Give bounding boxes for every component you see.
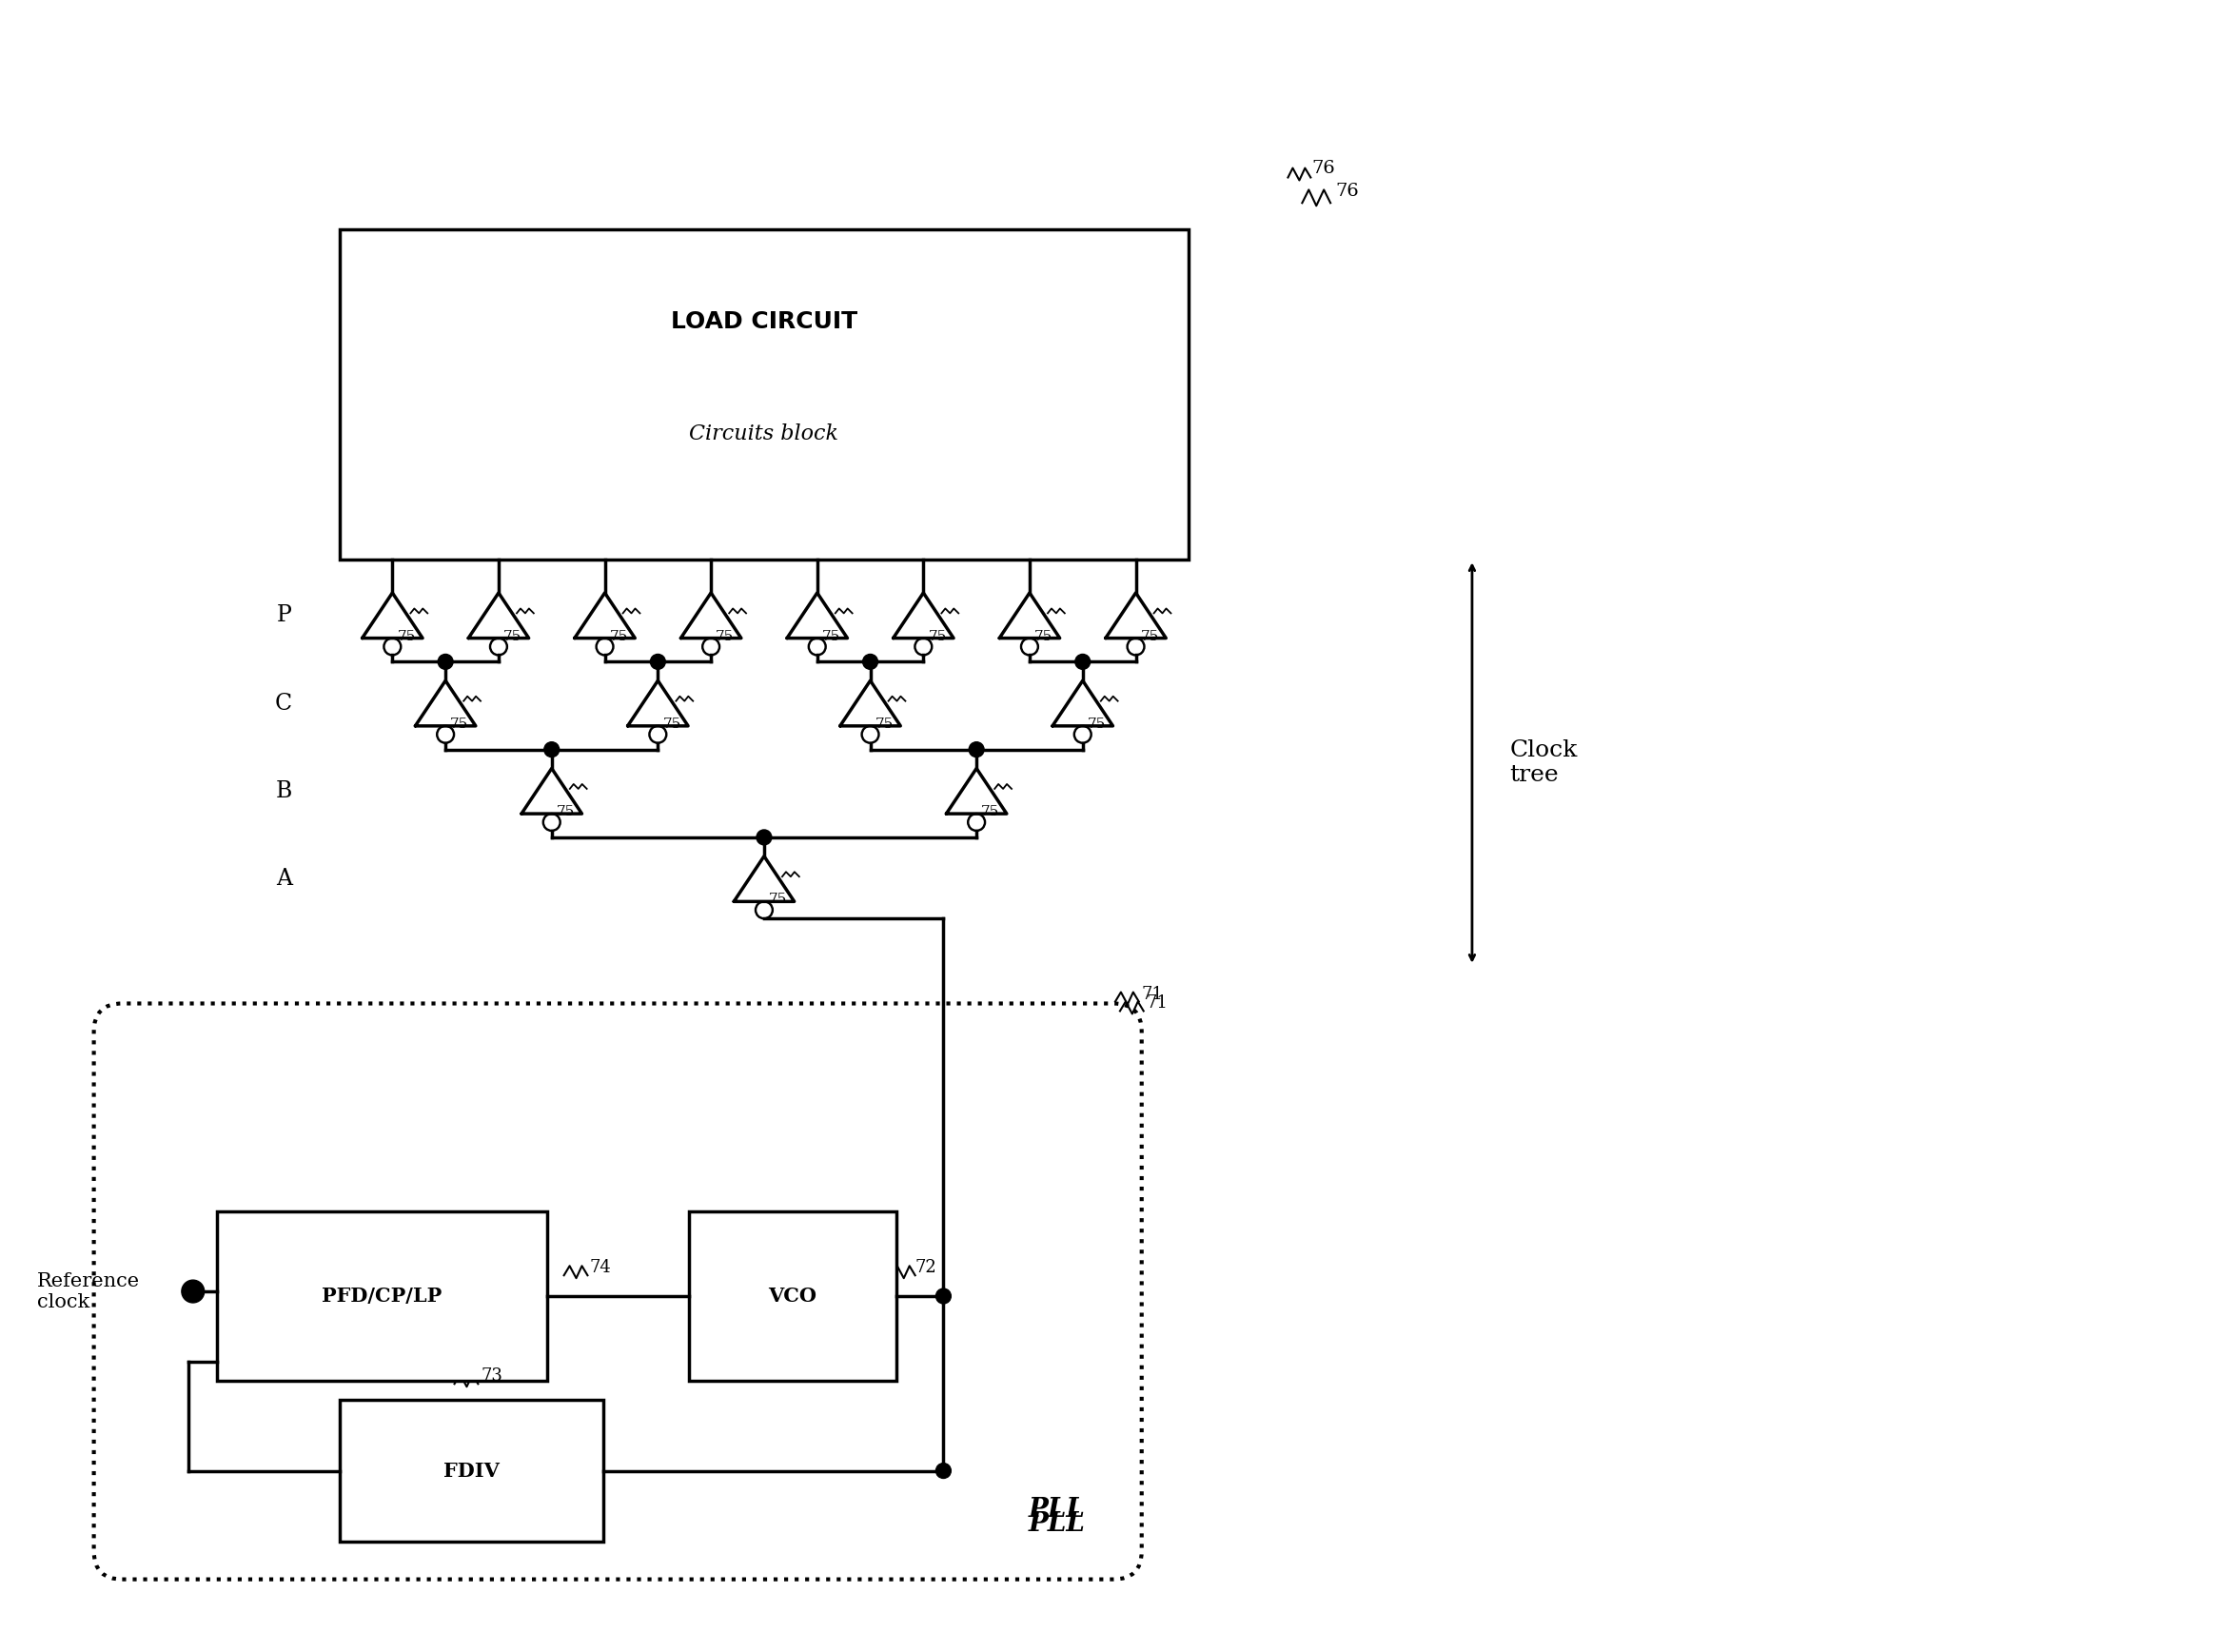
- Circle shape: [182, 1280, 204, 1303]
- FancyBboxPatch shape: [689, 1211, 895, 1381]
- Text: 75: 75: [929, 629, 947, 643]
- Circle shape: [935, 1464, 951, 1479]
- Text: 75: 75: [1033, 629, 1053, 643]
- Text: 75: 75: [822, 629, 840, 643]
- Text: 75: 75: [769, 894, 787, 907]
- Text: 71: 71: [1147, 995, 1169, 1013]
- FancyBboxPatch shape: [216, 1211, 547, 1381]
- Circle shape: [935, 1289, 951, 1303]
- Text: Circuits block: Circuits block: [689, 425, 838, 444]
- Text: 72: 72: [915, 1259, 938, 1277]
- Circle shape: [1075, 654, 1091, 669]
- Text: 75: 75: [451, 717, 469, 730]
- Circle shape: [438, 654, 453, 669]
- Circle shape: [544, 742, 560, 757]
- Circle shape: [969, 742, 984, 757]
- Text: 75: 75: [1087, 717, 1107, 730]
- Circle shape: [862, 654, 878, 669]
- Text: 73: 73: [480, 1368, 502, 1384]
- Text: A: A: [276, 867, 291, 890]
- Text: VCO: VCO: [769, 1287, 818, 1305]
- Text: 75: 75: [982, 805, 1000, 818]
- FancyBboxPatch shape: [93, 1003, 1142, 1579]
- Text: FDIV: FDIV: [444, 1462, 500, 1480]
- Text: 76: 76: [1311, 160, 1335, 177]
- Text: 75: 75: [715, 629, 733, 643]
- Text: 75: 75: [662, 717, 680, 730]
- Text: 75: 75: [556, 805, 575, 818]
- Text: B: B: [276, 780, 291, 801]
- Text: Reference
clock: Reference clock: [38, 1272, 140, 1312]
- Circle shape: [651, 654, 664, 669]
- Text: PFD/CP/LP: PFD/CP/LP: [322, 1287, 442, 1305]
- Text: 75: 75: [875, 717, 893, 730]
- Text: 75: 75: [504, 629, 522, 643]
- Circle shape: [755, 829, 771, 844]
- Text: Clock
tree: Clock tree: [1509, 738, 1578, 786]
- Text: 75: 75: [1140, 629, 1160, 643]
- Text: 75: 75: [398, 629, 416, 643]
- Text: 75: 75: [609, 629, 629, 643]
- FancyBboxPatch shape: [340, 1399, 604, 1541]
- Text: PLL: PLL: [1029, 1512, 1084, 1536]
- Text: LOAD CIRCUIT: LOAD CIRCUIT: [671, 311, 858, 334]
- Text: 71: 71: [1142, 986, 1164, 1003]
- FancyBboxPatch shape: [340, 230, 1189, 560]
- Text: 74: 74: [589, 1259, 611, 1277]
- Text: C: C: [276, 692, 291, 714]
- Text: 76: 76: [1335, 183, 1358, 200]
- Text: PLL: PLL: [1029, 1497, 1084, 1523]
- Text: P: P: [278, 605, 291, 626]
